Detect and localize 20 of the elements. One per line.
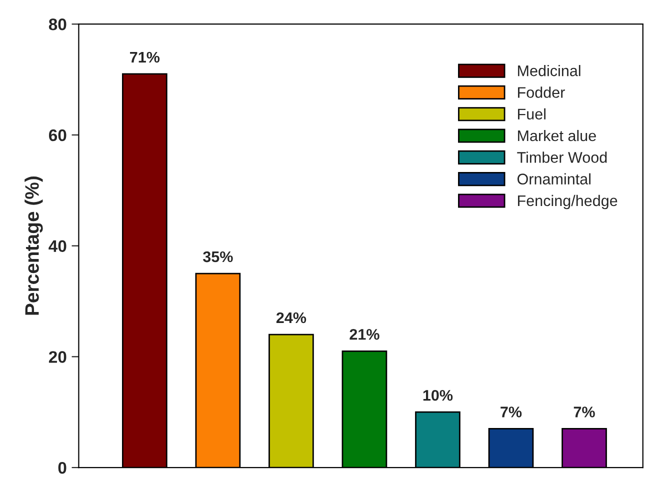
data-label: 10% — [423, 390, 453, 401]
legend-label: Fuel — [518, 108, 546, 120]
legend-label: Medicinal — [518, 64, 580, 76]
legend-label: Fodder — [518, 86, 565, 98]
data-label: 71% — [130, 52, 160, 63]
legend-label: Fencing/hedge — [518, 194, 618, 210]
y-tick-label: 60 — [48, 129, 66, 142]
legend-label: Timber Wood — [517, 152, 607, 163]
data-label: 24% — [276, 312, 306, 324]
data-label: 7% — [574, 406, 595, 418]
legend-label: Ornamintal — [518, 173, 590, 184]
y-tick-label: 20 — [48, 351, 66, 363]
legend-label: Market alue — [518, 130, 596, 142]
data-label: 21% — [350, 328, 380, 340]
y-tick-label: 0 — [58, 462, 66, 474]
y-tick-label: 80 — [48, 18, 66, 30]
y-axis-title: Percentage (%) — [24, 176, 43, 315]
y-tick-label: 40 — [48, 240, 66, 252]
data-label: 7% — [500, 406, 522, 418]
data-label: 35% — [202, 251, 233, 262]
